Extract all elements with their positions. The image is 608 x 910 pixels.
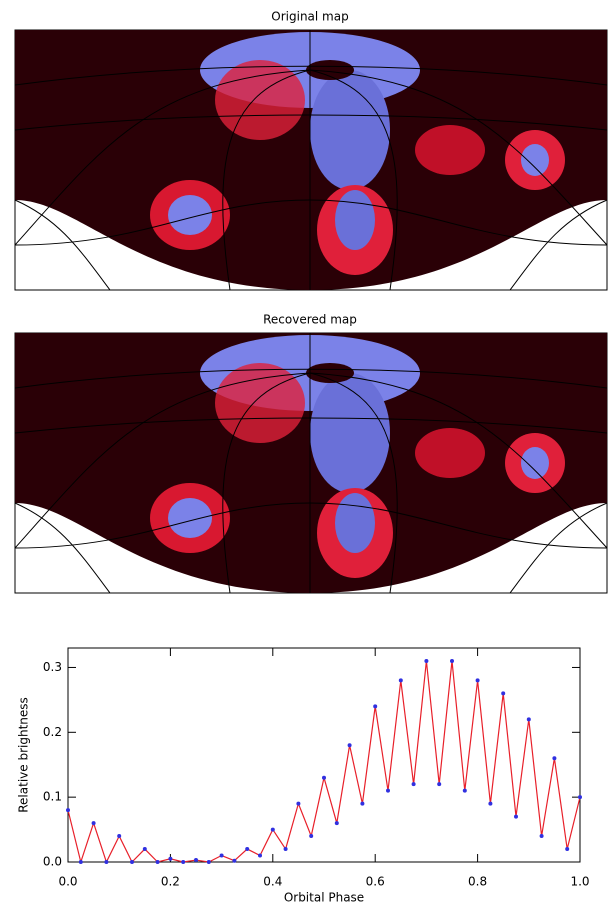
data-point [463, 789, 467, 793]
data-point [92, 821, 96, 825]
data-point [284, 847, 288, 851]
data-point [245, 847, 249, 851]
x-tick-label: 1.0 [570, 875, 589, 889]
data-point [104, 860, 108, 864]
data-point [143, 847, 147, 851]
data-point [399, 678, 403, 682]
data-point [412, 782, 416, 786]
data-point [130, 860, 134, 864]
data-point [207, 860, 211, 864]
data-point [360, 802, 364, 806]
series-line [68, 661, 580, 862]
y-tick-label: 0.2 [43, 725, 62, 739]
data-point [309, 834, 313, 838]
data-point [335, 821, 339, 825]
x-tick-label: 0.8 [468, 875, 487, 889]
data-point [296, 802, 300, 806]
data-point [66, 808, 70, 812]
map-original [15, 30, 607, 290]
y-tick-label: 0.0 [43, 855, 62, 869]
data-point [373, 704, 377, 708]
data-point [117, 834, 121, 838]
data-point [194, 858, 198, 862]
map-title: Recovered map [263, 313, 357, 327]
data-point [552, 756, 556, 760]
data-point [156, 860, 160, 864]
data-point [476, 678, 480, 682]
x-tick-label: 0.4 [263, 875, 282, 889]
data-point [232, 859, 236, 863]
data-point [565, 847, 569, 851]
data-point [258, 854, 262, 858]
data-point [514, 815, 518, 819]
data-point [348, 743, 352, 747]
data-point [424, 659, 428, 663]
data-point [527, 717, 531, 721]
data-point [168, 857, 172, 861]
figure: Original map Recovered map Orbital Phase… [0, 0, 608, 906]
x-tick-label: 0.6 [366, 875, 385, 889]
data-point [501, 691, 505, 695]
y-tick-label: 0.1 [43, 790, 62, 804]
plot-frame [68, 648, 580, 862]
map-recovered [15, 333, 607, 593]
data-point [79, 860, 83, 864]
data-point [540, 834, 544, 838]
y-tick-label: 0.3 [43, 660, 62, 674]
data-point [578, 795, 582, 799]
data-point [488, 802, 492, 806]
y-axis-label: Relative brightness [17, 697, 31, 813]
x-tick-label: 0.0 [58, 875, 77, 889]
data-point [271, 828, 275, 832]
data-point [450, 659, 454, 663]
data-point [220, 854, 224, 858]
data-point [322, 776, 326, 780]
x-tick-label: 0.2 [161, 875, 180, 889]
data-point [181, 860, 185, 864]
map-title: Original map [271, 10, 348, 24]
data-point [437, 782, 441, 786]
x-axis-label: Orbital Phase [284, 891, 364, 905]
data-point [386, 789, 390, 793]
